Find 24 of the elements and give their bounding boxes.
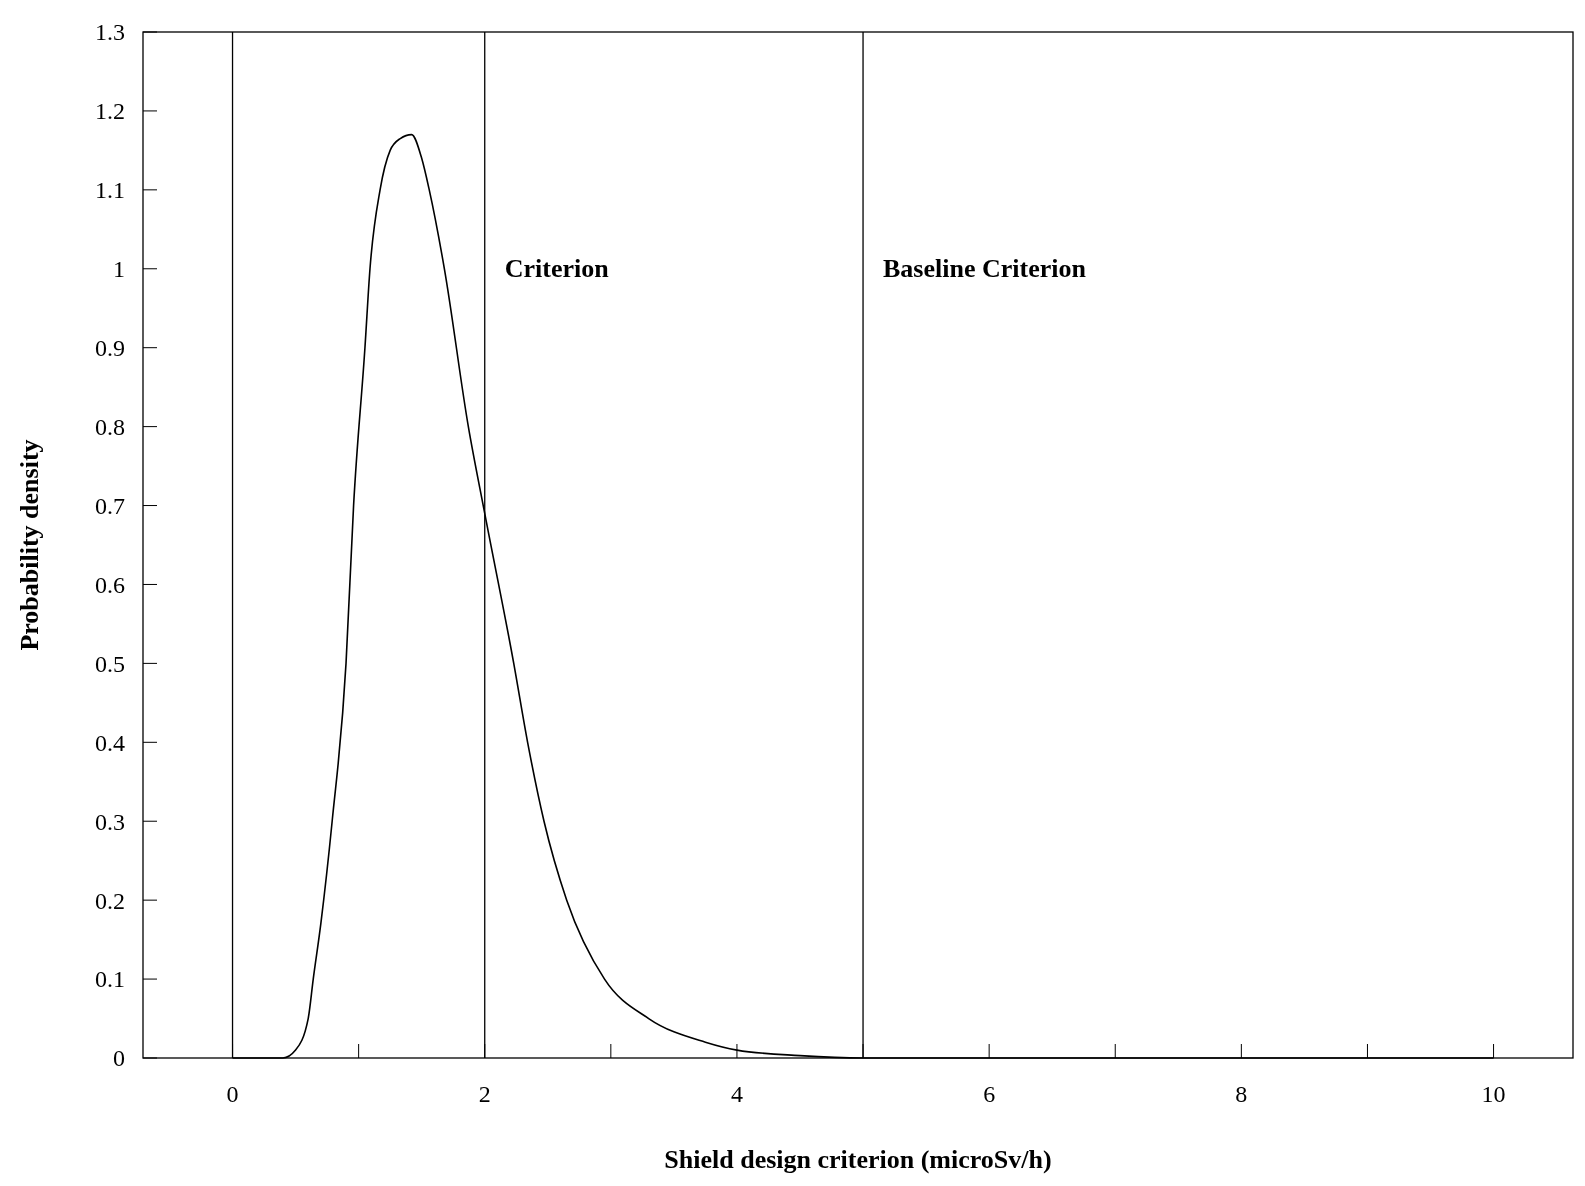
y-tick-label: 0.7 — [95, 492, 125, 519]
y-tick-label: 0.5 — [95, 650, 125, 677]
y-tick-label: 0.8 — [95, 414, 125, 441]
y-axis-title: Probability density — [15, 439, 44, 651]
y-tick-label: 0.4 — [95, 729, 125, 756]
y-tick-label: 1.2 — [95, 98, 125, 125]
ref-line-label: Criterion — [504, 254, 610, 284]
x-tick-label: 6 — [983, 1081, 996, 1107]
y-tick-label: 0.9 — [95, 335, 125, 362]
y-tick-label: 0.3 — [95, 808, 125, 835]
x-tick-label: 10 — [1481, 1081, 1506, 1107]
y-tick-label: 0.2 — [95, 887, 125, 914]
y-tick-label: 1 — [113, 256, 125, 283]
x-tick-label: 0 — [226, 1081, 239, 1107]
y-tick-label: 1.1 — [95, 177, 125, 204]
x-tick-label: 4 — [730, 1081, 743, 1107]
y-tick-label: 0.6 — [95, 571, 125, 598]
y-tick-label: 0.1 — [95, 966, 125, 993]
ref-line-label: Baseline Criterion — [883, 254, 1087, 284]
y-tick-label: 0 — [113, 1045, 125, 1072]
x-tick-label: 2 — [478, 1081, 491, 1107]
y-tick-label: 1.3 — [95, 19, 125, 46]
x-tick-label: 8 — [1235, 1081, 1248, 1107]
x-axis-title: Shield design criterion (microSv/h) — [664, 1145, 1052, 1174]
